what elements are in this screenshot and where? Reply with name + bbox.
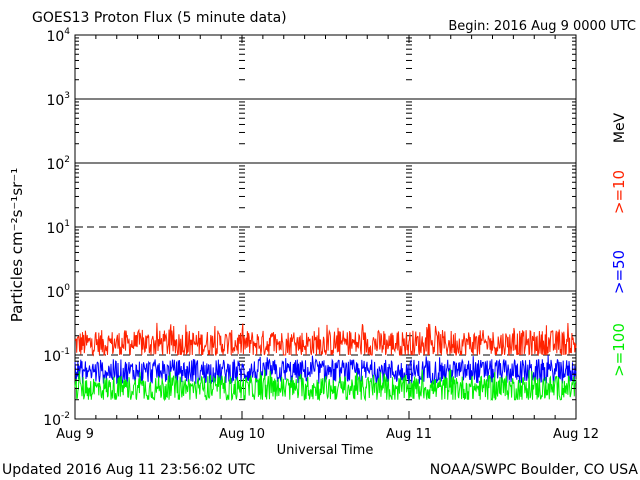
y-tick-label: 104 [46, 27, 70, 45]
y-axis-ticks [74, 35, 577, 420]
y-tick-label: 100 [46, 283, 70, 301]
x-tick-label: Aug 9 [56, 427, 94, 442]
y-tick-label: 101 [46, 219, 70, 237]
y-tick-label: 10-1 [43, 347, 70, 365]
plot-area [74, 34, 577, 420]
legend-label: >=10 [610, 170, 628, 214]
series-line [74, 355, 577, 386]
y-axis-label: Particles cm⁻²s⁻¹sr⁻¹ [8, 168, 26, 322]
x-tick-label: Aug 10 [219, 427, 265, 442]
y-tick-label: 103 [46, 91, 70, 109]
unit-label: MeV [612, 112, 628, 143]
updated-label: Updated 2016 Aug 11 23:56:02 UTC [2, 462, 255, 478]
legend-label: >=50 [610, 250, 628, 294]
series-line [74, 369, 577, 402]
begin-label: Begin: 2016 Aug 9 0000 UTC [448, 19, 636, 34]
series-legend: >=10 >=50 >=100 [610, 170, 628, 377]
x-tick-labels: Aug 9 Aug 10 Aug 11 Aug 12 [56, 427, 599, 442]
chart-title: GOES13 Proton Flux (5 minute data) [32, 10, 287, 26]
x-axis-label: Universal Time [277, 443, 374, 458]
credit-label: NOAA/SWPC Boulder, CO USA [430, 462, 639, 478]
series-line [74, 322, 577, 357]
x-tick-label: Aug 12 [553, 427, 599, 442]
day-divider-ticks [239, 37, 412, 420]
legend-label: >=100 [610, 323, 628, 377]
y-tick-label: 10-2 [43, 411, 70, 429]
series-lines [74, 322, 577, 402]
x-tick-label: Aug 11 [386, 427, 432, 442]
grid-lines [75, 98, 576, 356]
y-tick-label: 102 [46, 155, 70, 173]
y-tick-labels: 104 103 102 101 100 10-1 10-2 [43, 27, 70, 429]
